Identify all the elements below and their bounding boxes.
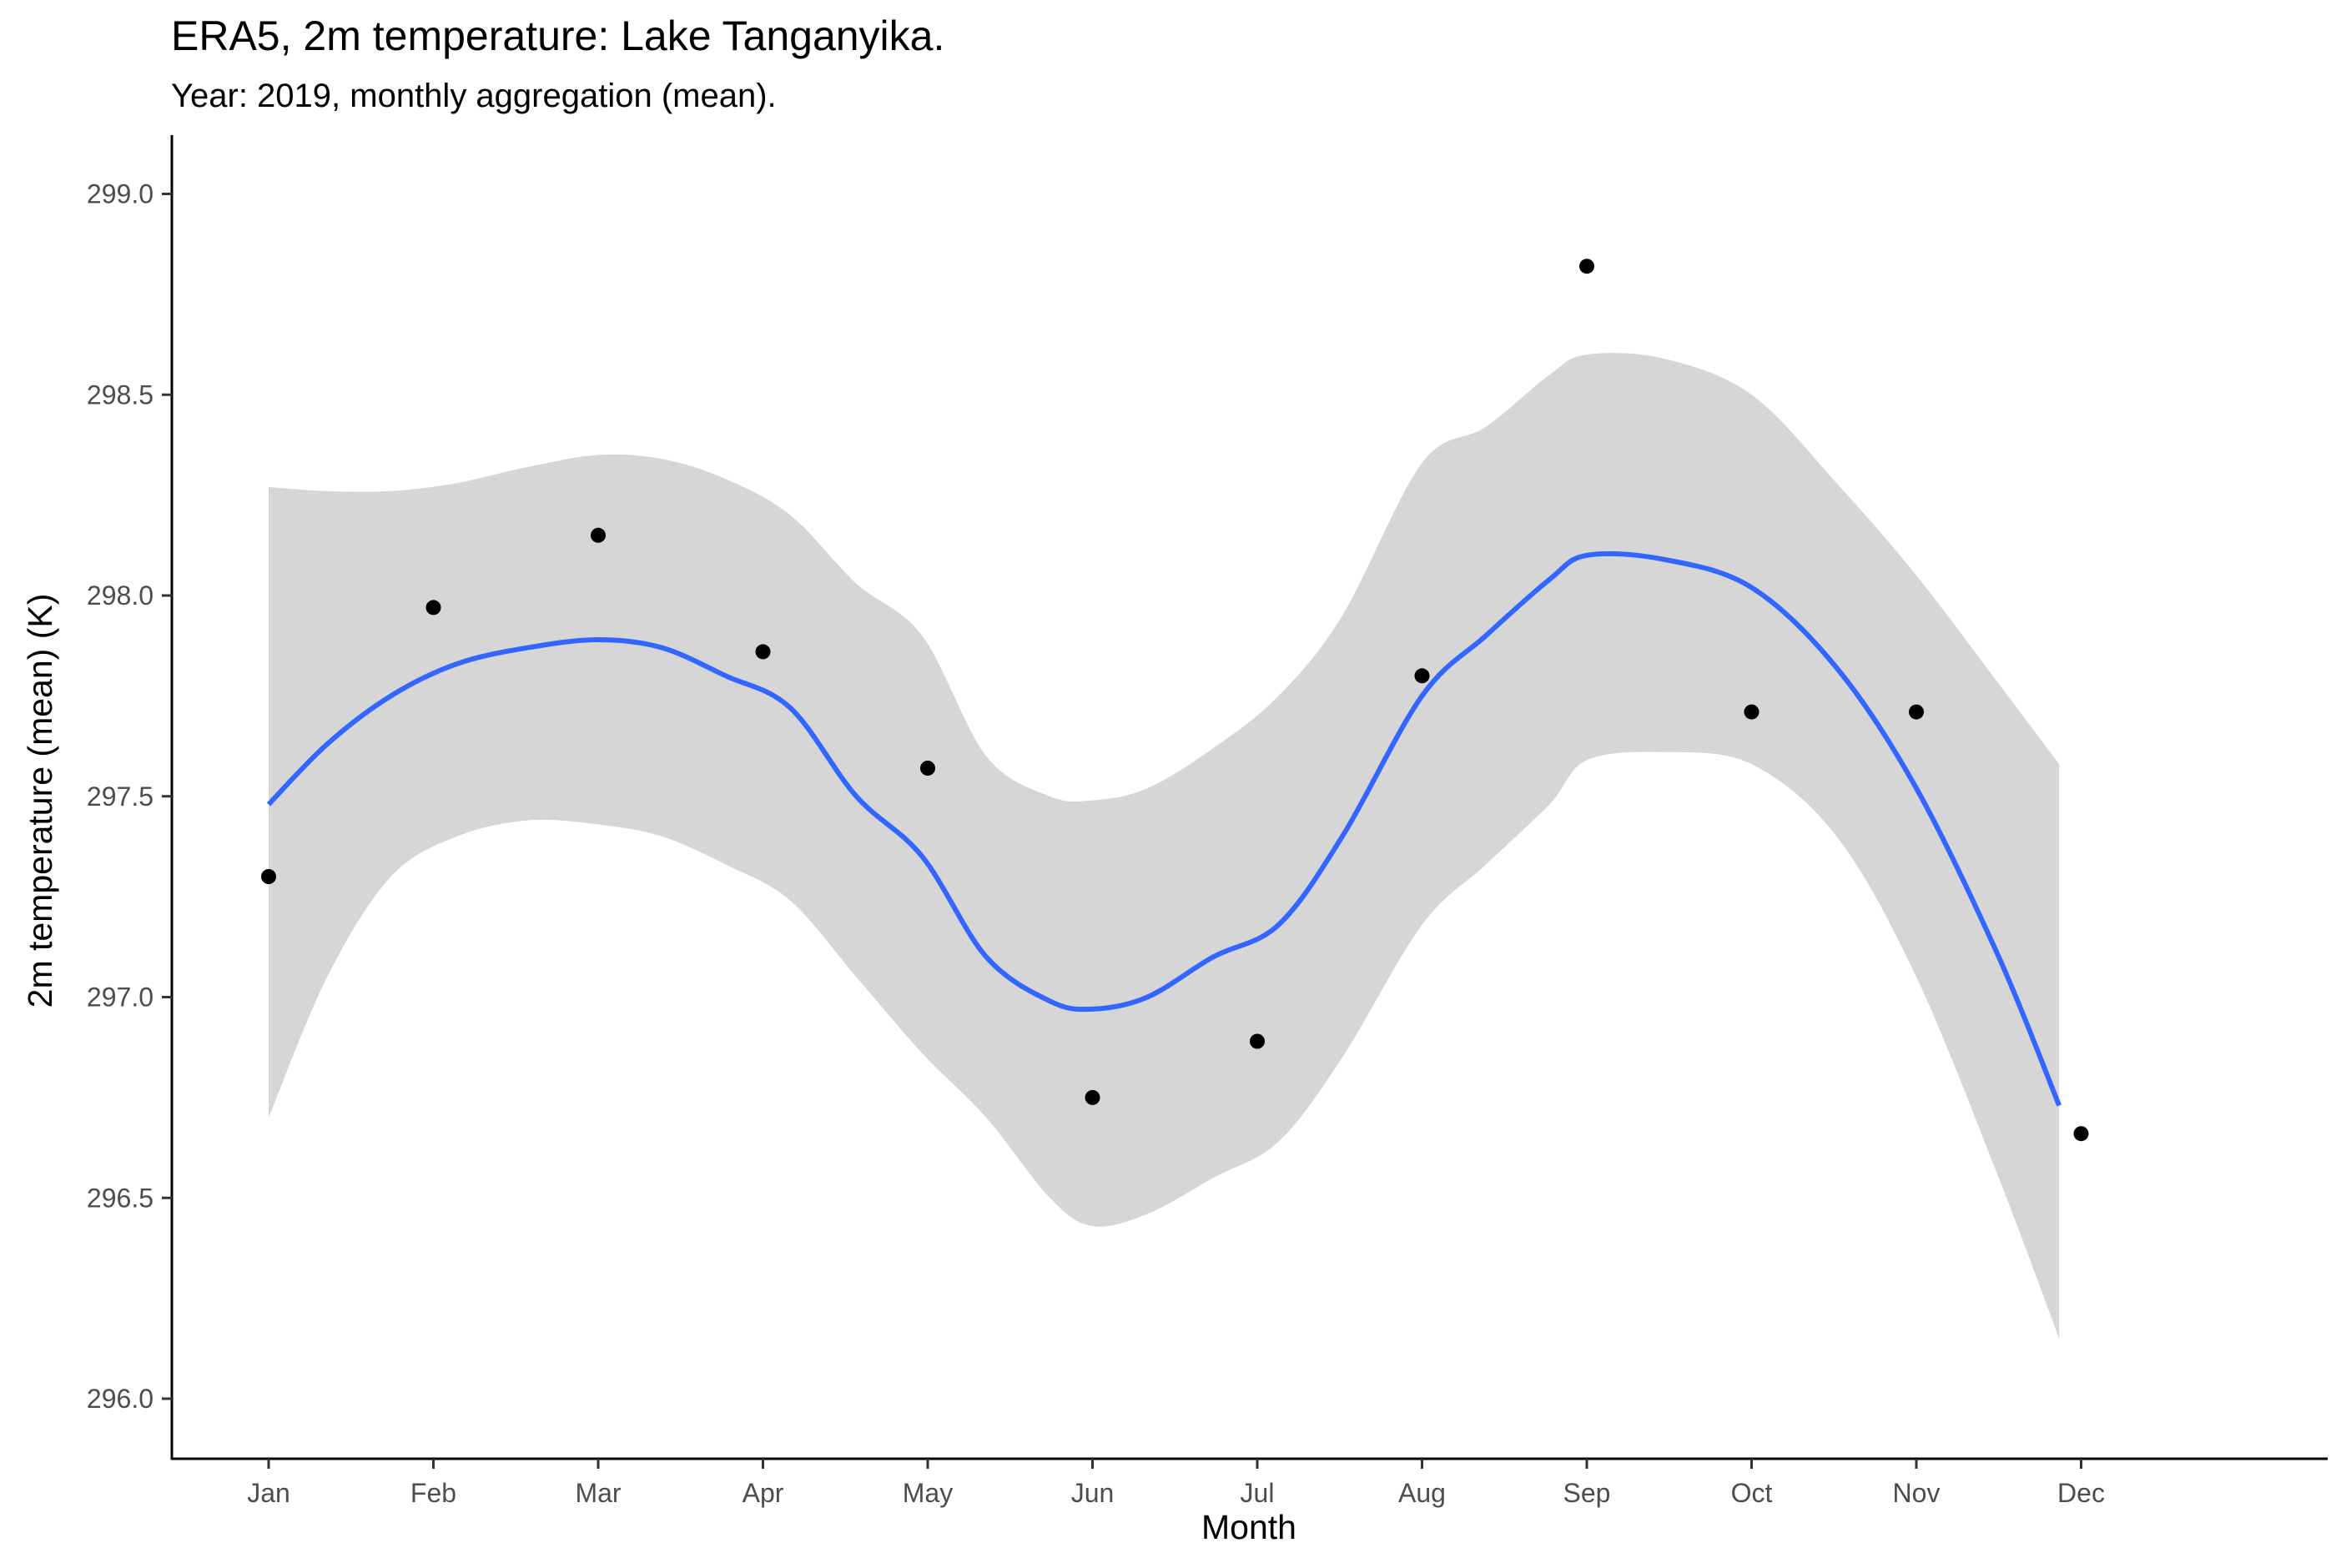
x-tick-label-may: May	[903, 1478, 953, 1508]
smooth-line-layer	[266, 550, 2062, 1107]
data-point-oct	[1744, 704, 1760, 720]
data-point-jul	[1250, 1033, 1265, 1049]
x-tick-label-dec: Dec	[2057, 1478, 2105, 1508]
x-tick-label-jul: Jul	[1241, 1478, 1275, 1508]
axes-layer: 296.0 296.5 297.0 297.5 298.0 298.5 299.0 Jan Fe…	[87, 135, 2328, 1508]
x-tick-label-feb: Feb	[410, 1478, 456, 1508]
chart-title: ERA5, 2m temperature: Lake Tanganyika.	[171, 13, 944, 59]
x-tick-label-oct: Oct	[1731, 1478, 1773, 1508]
confidence-band	[269, 353, 2060, 1339]
data-point-nov	[1909, 704, 1924, 720]
confidence-band-layer	[269, 353, 2060, 1339]
y-axis-title: 2m temperature (mean) (K)	[21, 594, 59, 1008]
y-tick-label: 299.0	[87, 179, 154, 209]
data-point-sep	[1579, 259, 1594, 274]
chart-subtitle: Year: 2019, monthly aggregation (mean).	[171, 78, 777, 114]
x-axis-title: Month	[1201, 1508, 1296, 1546]
x-tick-label-aug: Aug	[1398, 1478, 1446, 1508]
y-tick-label: 298.5	[87, 379, 154, 410]
y-tick-label: 296.5	[87, 1183, 154, 1213]
y-tick-label: 297.5	[87, 781, 154, 812]
data-point-may	[920, 761, 935, 776]
data-points-layer	[261, 259, 2089, 1142]
x-tick-label-mar: Mar	[575, 1478, 621, 1508]
x-tick-label-apr: Apr	[743, 1478, 784, 1508]
x-tick-label-nov: Nov	[1893, 1478, 1941, 1508]
data-point-aug	[1414, 668, 1430, 684]
y-tick-label: 297.0	[87, 983, 154, 1013]
data-point-jun	[1085, 1089, 1100, 1105]
data-point-feb	[425, 600, 441, 616]
y-tick-label: 298.0	[87, 580, 154, 611]
x-tick-label-jan: Jan	[247, 1478, 290, 1508]
smooth-line	[266, 550, 2062, 1107]
data-point-mar	[591, 527, 606, 543]
data-point-dec	[2073, 1126, 2089, 1142]
y-tick-label: 296.0	[87, 1384, 154, 1414]
x-tick-label-sep: Sep	[1563, 1478, 1611, 1508]
data-point-apr	[755, 644, 771, 660]
x-tick-label-jun: Jun	[1071, 1478, 1115, 1508]
data-point-jan	[261, 869, 276, 884]
